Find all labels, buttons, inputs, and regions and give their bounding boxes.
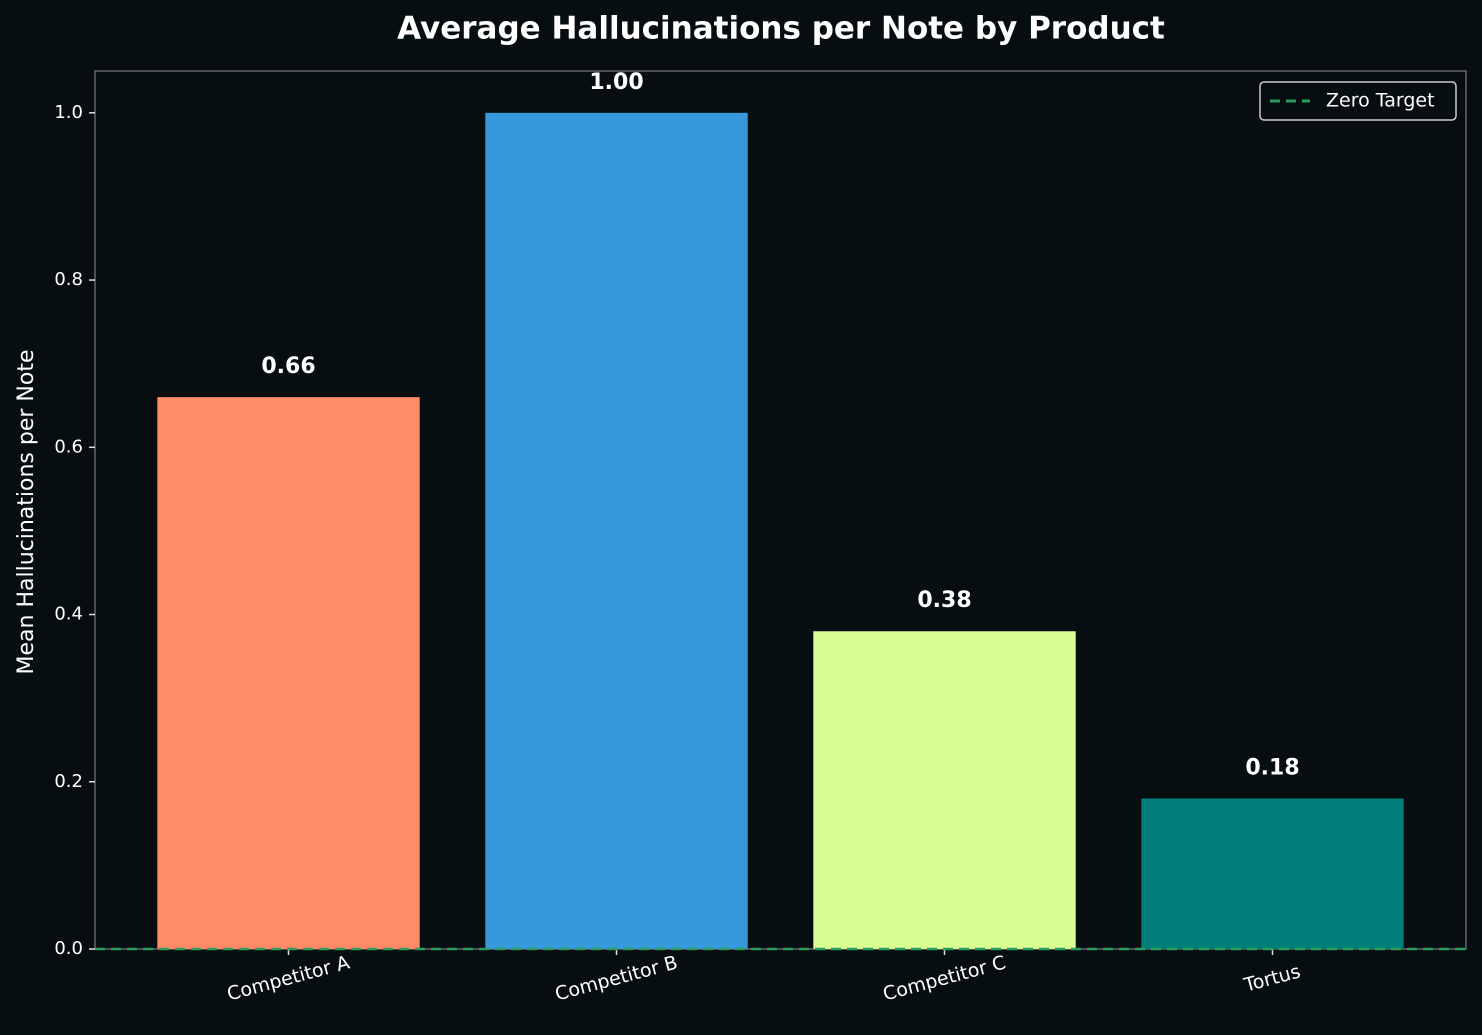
legend-label: Zero Target bbox=[1326, 90, 1435, 112]
bar bbox=[485, 112, 748, 950]
y-tick-label: 0.6 bbox=[54, 436, 83, 457]
value-label: 0.66 bbox=[261, 354, 315, 379]
y-tick-label: 1.0 bbox=[54, 102, 83, 123]
chart-title: Average Hallucinations per Note by Produ… bbox=[397, 11, 1165, 47]
value-label: 1.00 bbox=[589, 70, 643, 95]
bar bbox=[813, 631, 1076, 949]
value-label: 0.38 bbox=[917, 588, 971, 613]
bar bbox=[1141, 798, 1404, 949]
y-tick-label: 0.0 bbox=[54, 938, 83, 959]
y-tick-label: 0.4 bbox=[54, 604, 83, 625]
y-tick-label: 0.8 bbox=[54, 269, 83, 290]
bar bbox=[157, 397, 420, 950]
value-label: 0.18 bbox=[1245, 755, 1299, 780]
plot-frame bbox=[94, 70, 1467, 950]
legend-box bbox=[1259, 81, 1457, 121]
y-tick-label: 0.2 bbox=[54, 771, 83, 792]
y-axis-label: Mean Hallucinations per Note bbox=[14, 350, 39, 675]
